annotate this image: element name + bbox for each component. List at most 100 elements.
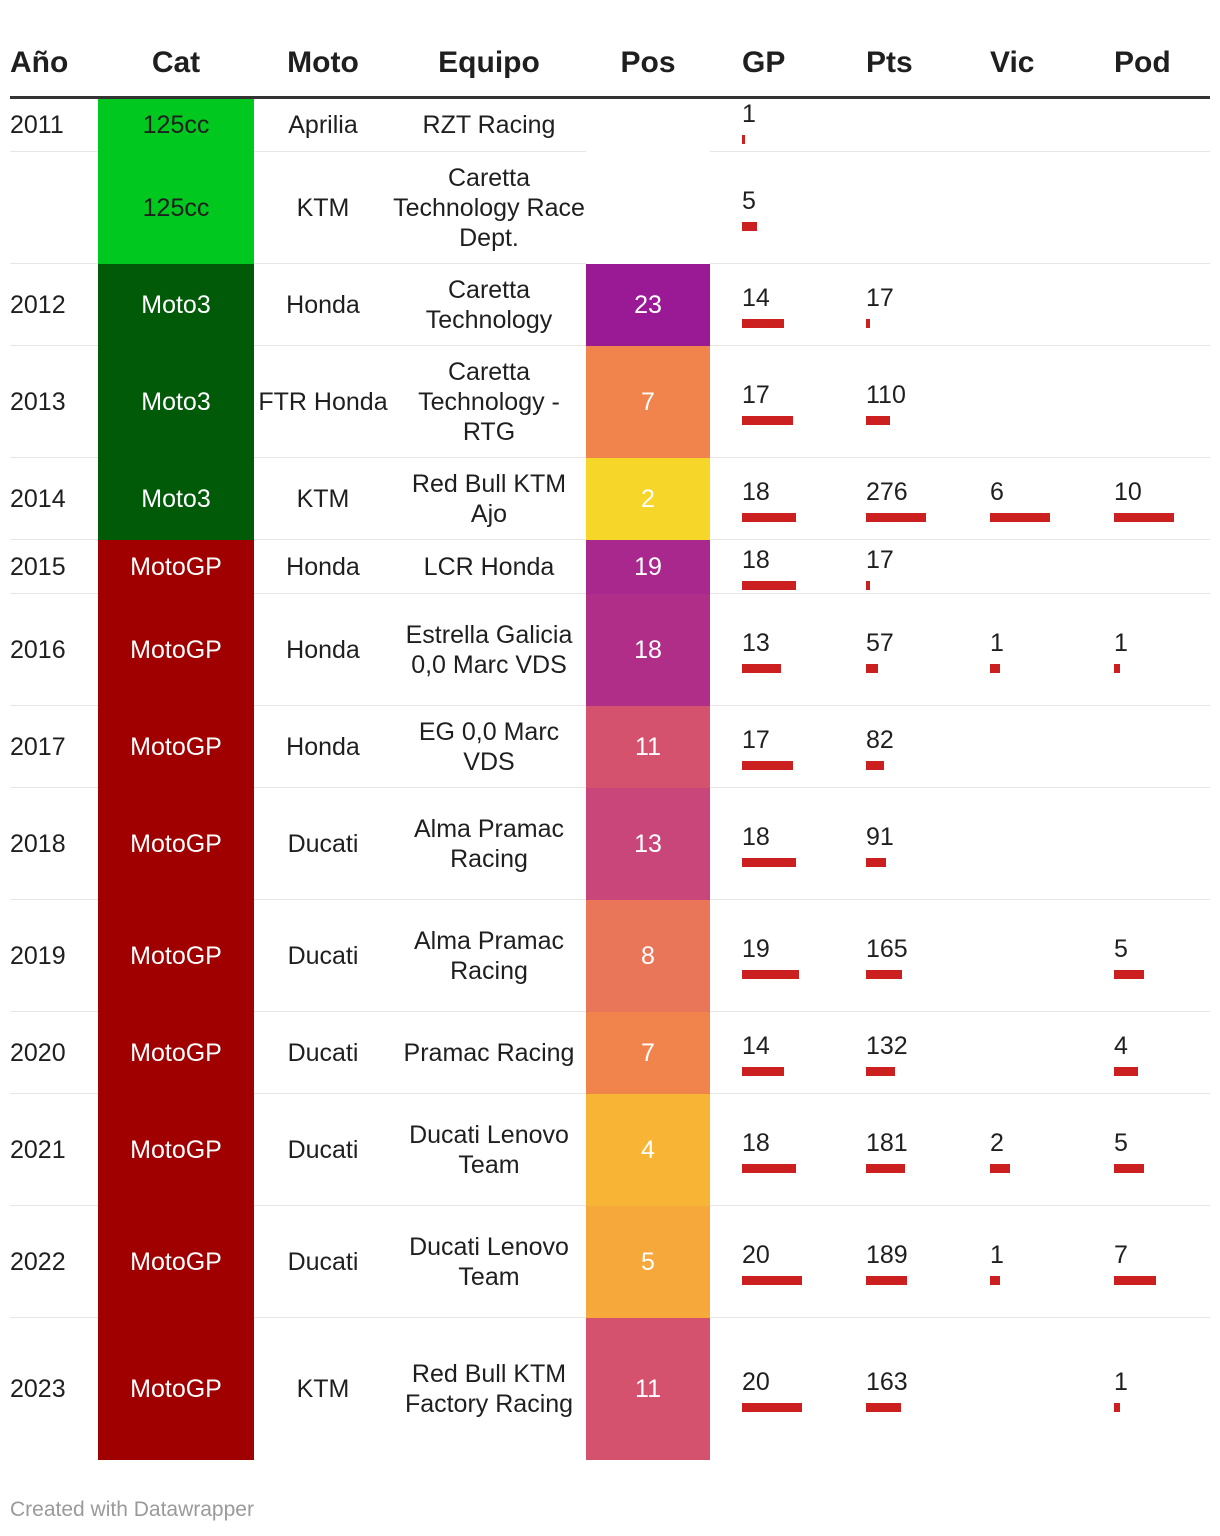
grand-prix-bar xyxy=(742,1403,802,1412)
podiums-value: 7 xyxy=(1114,1241,1128,1269)
cell-podiums xyxy=(1082,263,1210,346)
header-grand-prix[interactable]: GP xyxy=(710,30,834,99)
cell-wins xyxy=(958,97,1082,152)
cell-bike: Ducati xyxy=(254,787,392,900)
grand-prix-bar xyxy=(742,664,781,673)
grand-prix-bar xyxy=(742,858,796,867)
grand-prix-value: 17 xyxy=(742,726,770,754)
cell-grand-prix: 13 xyxy=(710,593,834,706)
cell-grand-prix: 1 xyxy=(710,97,834,152)
cell-bike: Honda xyxy=(254,539,392,594)
footer-credit[interactable]: Created with Datawrapper xyxy=(10,1498,254,1521)
podiums-value: 4 xyxy=(1114,1032,1128,1060)
cell-wins xyxy=(958,151,1082,264)
podiums-bar xyxy=(1114,1276,1156,1285)
table-row: 2022 MotoGP Ducati Ducati Lenovo Team 5 20 189… xyxy=(10,1205,1210,1318)
cell-category: MotoGP xyxy=(98,593,254,706)
cell-position: 18 xyxy=(586,593,710,706)
cell-podiums xyxy=(1082,539,1210,594)
header-bike[interactable]: Moto xyxy=(254,30,392,99)
cell-bike: Ducati xyxy=(254,899,392,1012)
grand-prix-value: 19 xyxy=(742,935,770,963)
points-bar xyxy=(866,581,870,590)
cell-category: 125cc xyxy=(98,151,254,264)
cell-position: 5 xyxy=(586,1205,710,1318)
cell-grand-prix: 17 xyxy=(710,345,834,458)
cell-bike: Ducati xyxy=(254,1011,392,1094)
cell-points: 163 xyxy=(834,1318,958,1460)
grand-prix-value: 5 xyxy=(742,187,756,215)
cell-points: 189 xyxy=(834,1205,958,1318)
points-bar xyxy=(866,1164,905,1173)
header-podiums[interactable]: Pod xyxy=(1082,30,1210,99)
cell-category: MotoGP xyxy=(98,1205,254,1318)
cell-grand-prix: 5 xyxy=(710,151,834,264)
cell-team: Alma Pramac Racing xyxy=(392,899,586,1012)
cell-grand-prix: 14 xyxy=(710,1011,834,1094)
cell-grand-prix: 20 xyxy=(710,1318,834,1460)
header-position[interactable]: Pos xyxy=(586,30,710,99)
cell-points: 276 xyxy=(834,457,958,540)
cell-year: 2023 xyxy=(10,1374,66,1403)
points-value: 110 xyxy=(866,381,906,409)
wins-value: 2 xyxy=(990,1129,1004,1157)
cell-category: Moto3 xyxy=(98,345,254,458)
podiums-value: 1 xyxy=(1114,1368,1128,1396)
header-points[interactable]: Pts xyxy=(834,30,958,99)
header-category[interactable]: Cat xyxy=(98,30,254,99)
header-team[interactable]: Equipo xyxy=(392,30,586,99)
grand-prix-value: 20 xyxy=(742,1241,770,1269)
cell-team: Pramac Racing xyxy=(392,1011,586,1094)
table-row: 2018 MotoGP Ducati Alma Pramac Racing 13 18 91 xyxy=(10,787,1210,900)
points-bar xyxy=(866,1403,901,1412)
header-year[interactable]: Año xyxy=(10,30,98,99)
cell-wins: 2 xyxy=(958,1093,1082,1206)
table-row: 2019 MotoGP Ducati Alma Pramac Racing 8 19 165… xyxy=(10,899,1210,1012)
grand-prix-value: 13 xyxy=(742,629,770,657)
header-row: Año Cat Moto Equipo Pos GP Pts Vic Pod xyxy=(10,30,1210,99)
cell-team: Ducati Lenovo Team xyxy=(392,1205,586,1318)
cell-position: 13 xyxy=(586,787,710,900)
grand-prix-bar xyxy=(742,581,796,590)
cell-wins xyxy=(958,899,1082,1012)
cell-podiums: 5 xyxy=(1082,1093,1210,1206)
cell-position xyxy=(586,98,710,152)
cell-wins xyxy=(958,1011,1082,1094)
cell-podiums: 7 xyxy=(1082,1205,1210,1318)
cell-category: MotoGP xyxy=(98,1093,254,1206)
cell-points: 165 xyxy=(834,899,958,1012)
cell-bike: Honda xyxy=(254,263,392,346)
cell-podiums: 1 xyxy=(1082,593,1210,706)
grand-prix-bar xyxy=(742,970,799,979)
cell-category: 125cc xyxy=(98,97,254,152)
cell-year: 2013 xyxy=(10,345,98,458)
cell-points: 57 xyxy=(834,593,958,706)
cell-year: 2016 xyxy=(10,593,98,706)
cell-team: Red Bull KTM Factory Racing xyxy=(404,1359,574,1418)
grand-prix-bar xyxy=(742,513,796,522)
points-value: 91 xyxy=(866,823,894,851)
points-bar xyxy=(866,513,926,522)
header-wins[interactable]: Vic xyxy=(958,30,1082,99)
cell-team: Caretta Technology Race Dept. xyxy=(392,151,586,264)
table-row: 2023 MotoGP KTM Red Bull KTM Factory Racing… xyxy=(10,1317,1210,1460)
cell-team: Red Bull KTM Ajo xyxy=(392,457,586,540)
grand-prix-value: 18 xyxy=(742,546,770,574)
grand-prix-bar xyxy=(742,1276,802,1285)
cell-position: 19 xyxy=(586,539,710,594)
cell-podiums xyxy=(1082,345,1210,458)
cell-wins xyxy=(958,539,1082,594)
podiums-bar xyxy=(1114,970,1144,979)
cell-bike: Ducati xyxy=(254,1205,392,1318)
cell-points xyxy=(834,151,958,264)
cell-year: 2017 xyxy=(10,705,98,788)
wins-bar xyxy=(990,513,1050,522)
points-bar xyxy=(866,761,884,770)
points-value: 189 xyxy=(866,1241,908,1269)
points-value: 57 xyxy=(866,629,894,657)
cell-position: 2 xyxy=(586,457,710,540)
cell-position: 8 xyxy=(586,899,710,1012)
cell-team: EG 0,0 Marc VDS xyxy=(392,705,586,788)
cell-position: 23 xyxy=(586,263,710,346)
grand-prix-value: 20 xyxy=(742,1368,770,1396)
